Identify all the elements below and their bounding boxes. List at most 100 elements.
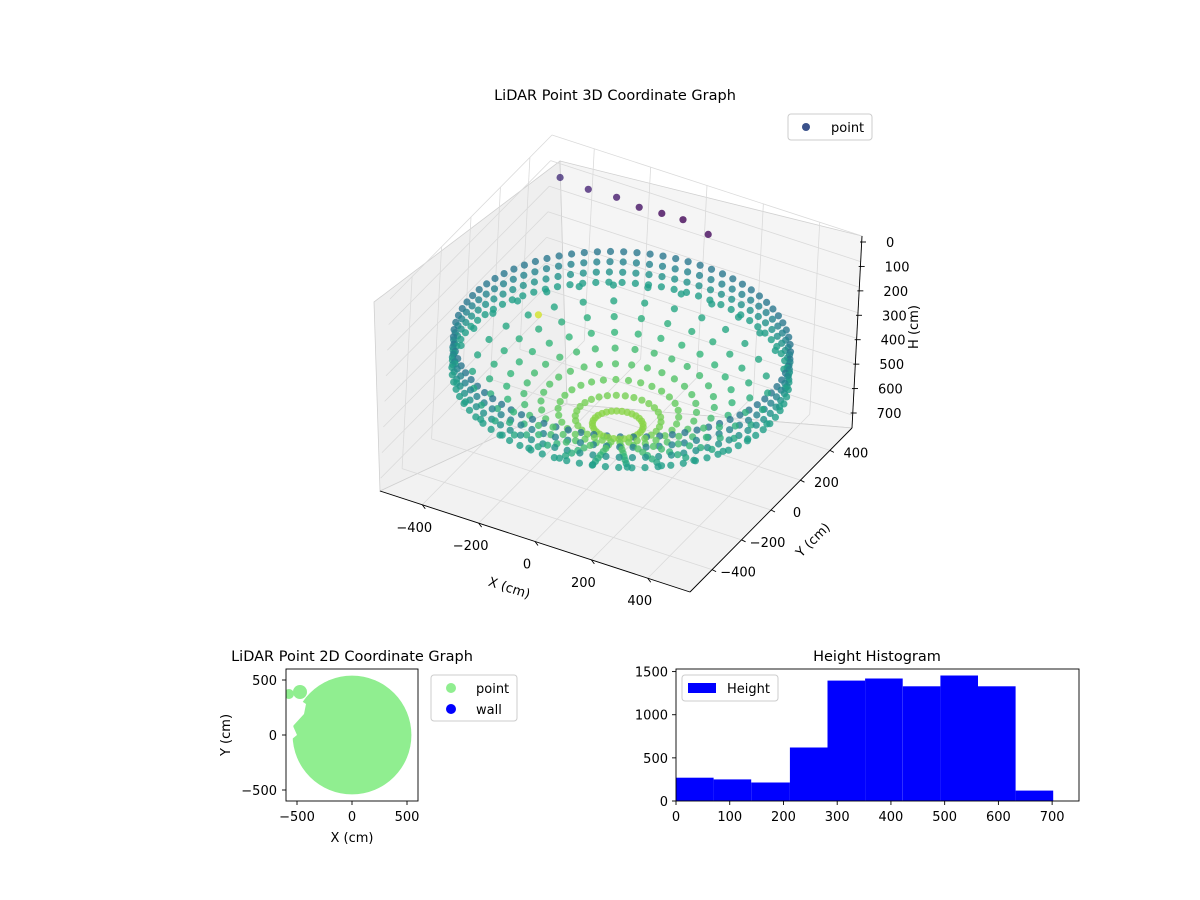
z-tick-label: 600 (878, 383, 903, 398)
point-marker (634, 330, 642, 338)
point-marker (611, 360, 620, 368)
x-tick-label: 200 (771, 810, 796, 825)
grid-line (519, 157, 531, 350)
legend-histogram: Height (681, 674, 779, 702)
grid-line (389, 134, 553, 300)
point-marker (692, 399, 700, 407)
point-marker (555, 373, 563, 381)
point-marker (535, 431, 543, 439)
point-marker (487, 425, 495, 433)
z-tick-label: 500 (879, 358, 904, 373)
legend-3d-point-label: point (831, 121, 864, 136)
point-marker (482, 290, 490, 298)
point-marker (610, 313, 618, 321)
point-marker (728, 295, 736, 303)
point-marker (763, 420, 771, 428)
point-marker (580, 444, 588, 452)
point-marker (698, 314, 706, 322)
y-axis-label: Y (cm) (793, 520, 834, 561)
point-marker (652, 436, 660, 444)
grid-line (431, 246, 442, 439)
x-tick-label: 300 (825, 810, 850, 825)
point-marker (483, 280, 491, 288)
point-marker (649, 442, 658, 450)
point-marker (488, 405, 496, 413)
point-marker (586, 441, 594, 449)
point-marker (728, 399, 736, 407)
point-marker (523, 379, 531, 387)
point-marker (704, 230, 712, 238)
point-marker (519, 281, 527, 290)
point-marker (718, 270, 727, 278)
point-marker (658, 273, 666, 281)
point-marker (546, 380, 554, 388)
point-marker (706, 286, 715, 294)
point-marker (493, 405, 502, 413)
x-tick-label: 0 (523, 558, 531, 573)
point-marker (457, 335, 465, 343)
point-marker (766, 409, 774, 417)
point-marker (556, 398, 564, 406)
point-marker (576, 449, 584, 457)
point-marker (486, 375, 494, 383)
point-marker (481, 389, 489, 397)
point-marker (568, 386, 576, 394)
y-tick-label: 500 (252, 674, 277, 689)
point-marker (709, 393, 718, 401)
point-marker (703, 454, 711, 462)
point-marker (700, 424, 708, 432)
z-tick-group: 0 100 200 300 400 500 600 700 (850, 236, 910, 422)
point-marker (643, 364, 652, 372)
y-tick-label: −200 (750, 536, 786, 551)
point-marker (618, 278, 626, 287)
chart-2d-plot-area (286, 675, 412, 795)
y-tick (800, 479, 805, 483)
legend-3d: point (787, 113, 873, 141)
grid-line (551, 134, 863, 237)
point-marker (726, 415, 734, 424)
point-marker (642, 443, 650, 451)
point-marker (545, 339, 553, 347)
y-tick-group: −400 −200 0 200 400 (711, 446, 868, 581)
point-marker (715, 440, 723, 448)
point-marker (566, 270, 575, 279)
point-marker (515, 358, 523, 366)
point-marker (737, 301, 745, 309)
x-tick-label: 500 (932, 810, 957, 825)
point-marker (587, 329, 595, 337)
point-marker (773, 332, 781, 340)
histogram-bars (676, 675, 1054, 801)
point-marker (619, 268, 627, 276)
histogram-bar (789, 747, 828, 801)
z-tick-label: 100 (885, 260, 910, 275)
point-marker (534, 421, 543, 430)
y-tick-label: 400 (843, 446, 868, 461)
point-marker (462, 318, 470, 327)
point-marker (519, 292, 527, 300)
point-marker (707, 414, 715, 422)
point-marker (491, 274, 499, 283)
point-marker (502, 322, 510, 330)
point-marker (543, 254, 551, 263)
point-marker (592, 268, 600, 276)
point-marker (588, 378, 596, 386)
point-marker (528, 425, 536, 434)
grid-line (696, 185, 708, 378)
point-marker (540, 388, 548, 396)
point-marker (693, 426, 701, 434)
point-marker (468, 312, 476, 320)
point-marker (475, 286, 483, 294)
x-tick-label: 700 (1040, 810, 1065, 825)
point-marker (628, 361, 636, 369)
point-marker (467, 376, 475, 384)
point-marker (549, 423, 557, 431)
point-marker (696, 372, 704, 380)
point-marker (506, 418, 514, 427)
point-marker (538, 450, 546, 458)
point-marker (507, 370, 515, 378)
point-marker (615, 453, 623, 461)
point-marker (727, 305, 735, 314)
point-marker (668, 355, 676, 363)
point-marker (685, 442, 694, 450)
point-marker (554, 272, 562, 281)
